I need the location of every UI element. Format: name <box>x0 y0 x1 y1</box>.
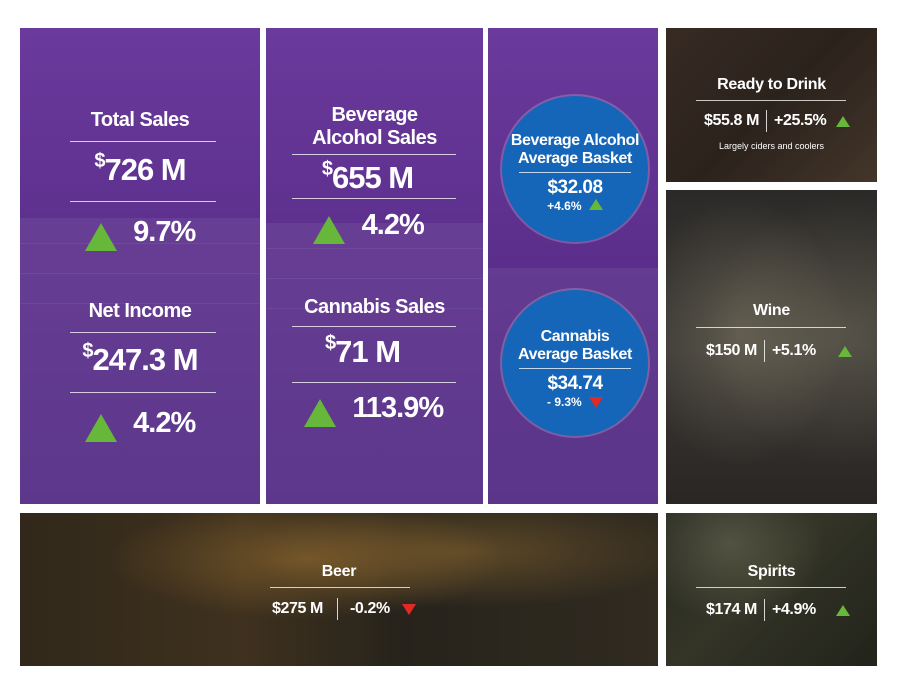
wine-stats: $150 M +5.1% <box>706 340 852 362</box>
up-arrow-icon <box>835 604 850 616</box>
ready-to-drink-title: Ready to Drink <box>717 76 826 93</box>
average-basket-panel: Beverage Alcohol Average Basket $32.08 +… <box>488 28 658 504</box>
divider <box>519 172 631 173</box>
ready-to-drink-note: Largely ciders and coolers <box>718 141 825 151</box>
divider <box>292 198 456 199</box>
cannabis-basket-change: - 9.3% <box>502 395 648 409</box>
cannabis-sales-label: Cannabis Sales <box>304 296 445 318</box>
cannabis-basket-title: Cannabis Average Basket <box>518 328 632 363</box>
total-sales-change: 9.7% <box>20 216 260 251</box>
down-arrow-icon <box>401 603 416 615</box>
divider <box>696 100 846 101</box>
total-sales-panel: Total Sales $726 M 9.7% Net Income $247.… <box>20 28 260 504</box>
beverage-alcohol-sales-change: 4.2% <box>266 209 483 244</box>
spirits-change: +4.9% <box>771 601 816 618</box>
beer-change: -0.2% <box>349 600 390 617</box>
spirits-title: Spirits <box>747 563 796 580</box>
cannabis-sales-value: $71 M <box>324 332 401 369</box>
divider <box>696 587 846 588</box>
divider <box>70 141 216 142</box>
up-arrow-icon <box>837 345 852 357</box>
ready-to-drink-stats: $55.8 M +25.5% <box>704 110 851 132</box>
ready-to-drink-panel: Ready to Drink $55.8 M +25.5% Largely ci… <box>666 28 877 182</box>
divider <box>292 326 456 327</box>
divider <box>70 201 216 202</box>
wine-value: $150 M <box>706 342 757 359</box>
up-arrow-icon <box>84 222 117 251</box>
up-arrow-icon <box>313 215 346 244</box>
beverage-basket-change: +4.6% <box>502 199 648 213</box>
cannabis-basket-circle: Cannabis Average Basket $34.74 - 9.3% <box>502 290 648 436</box>
total-sales-value: $726 M <box>94 150 186 187</box>
beverage-basket-title: Beverage Alcohol Average Basket <box>510 132 640 167</box>
spirits-value: $174 M <box>706 601 757 618</box>
ready-to-drink-value: $55.8 M <box>704 112 760 129</box>
up-arrow-icon <box>836 115 851 127</box>
divider <box>70 332 216 333</box>
divider <box>292 154 456 155</box>
beverage-alcohol-sales-value: $655 M <box>321 158 414 195</box>
cannabis-basket-value: $34.74 <box>547 373 603 394</box>
beverage-alcohol-basket-circle: Beverage Alcohol Average Basket $32.08 +… <box>502 96 648 242</box>
up-arrow-icon <box>588 199 603 210</box>
beer-value: $275 M <box>272 600 323 617</box>
net-income-change: 4.2% <box>20 407 260 442</box>
category-sales-panel: Beverage Alcohol Sales $655 M 4.2% Canna… <box>266 28 483 504</box>
beer-stats: $275 M -0.2% <box>272 598 416 620</box>
net-income-label: Net Income <box>88 300 192 322</box>
wine-change: +5.1% <box>771 342 816 359</box>
spirits-panel: Spirits $174 M +4.9% <box>666 513 877 666</box>
down-arrow-icon <box>589 397 604 409</box>
wine-title: Wine <box>753 302 790 319</box>
beer-panel: Beer $275 M -0.2% <box>20 513 658 666</box>
net-income-value: $247.3 M <box>82 340 198 377</box>
total-sales-label: Total Sales <box>90 109 190 131</box>
divider <box>70 392 216 393</box>
divider <box>519 368 631 369</box>
beer-title: Beer <box>321 563 357 580</box>
spirits-stats: $174 M +4.9% <box>706 599 850 621</box>
cannabis-sales-change: 113.9% <box>266 392 483 427</box>
up-arrow-icon <box>84 413 117 442</box>
building-photo-background <box>20 218 260 504</box>
divider <box>292 382 456 383</box>
divider <box>696 327 846 328</box>
wine-panel: Wine $150 M +5.1% <box>666 190 877 504</box>
beverage-alcohol-sales-label: Beverage Alcohol Sales <box>312 104 437 149</box>
divider <box>270 587 410 588</box>
building-photo-background <box>266 223 483 504</box>
up-arrow-icon <box>303 398 336 427</box>
beverage-basket-value: $32.08 <box>547 177 603 198</box>
ready-to-drink-change: +25.5% <box>774 112 827 129</box>
